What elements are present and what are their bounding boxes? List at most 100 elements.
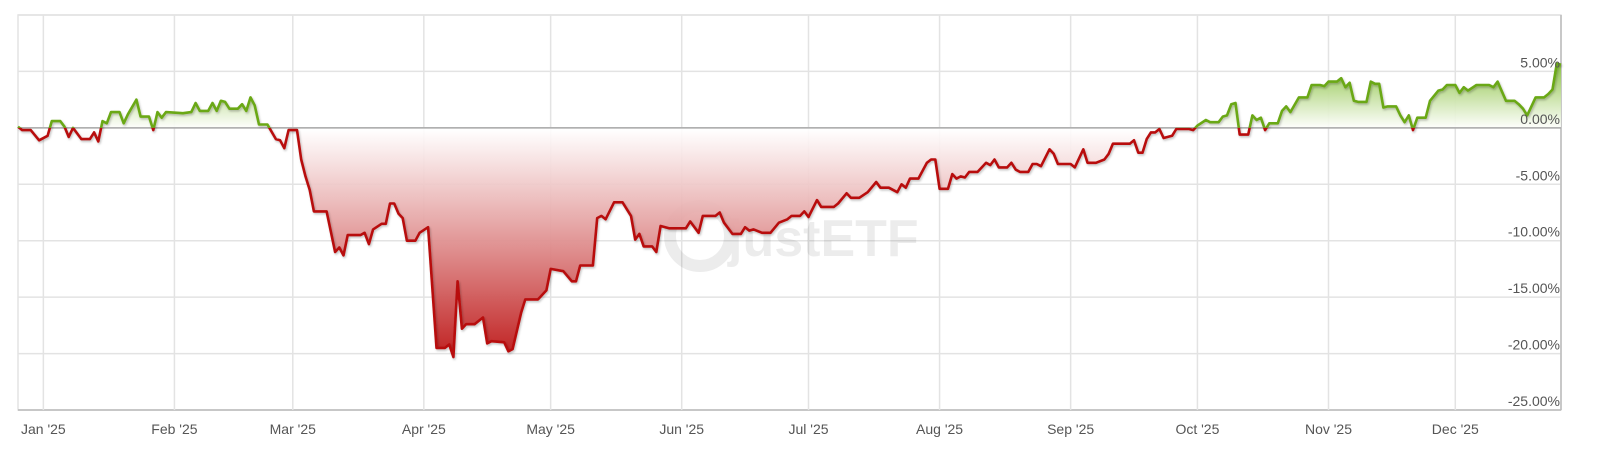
- data-point[interactable]: [117, 110, 122, 115]
- data-point[interactable]: [937, 186, 942, 191]
- data-point[interactable]: [218, 98, 223, 103]
- data-point[interactable]: [1229, 102, 1234, 107]
- data-point[interactable]: [1127, 141, 1132, 146]
- data-point[interactable]: [1495, 79, 1500, 84]
- data-point[interactable]: [831, 204, 836, 209]
- data-point[interactable]: [1246, 132, 1251, 137]
- data-point[interactable]: [485, 341, 490, 346]
- data-point[interactable]: [683, 226, 688, 231]
- data-point[interactable]: [404, 238, 409, 243]
- data-point[interactable]: [447, 342, 452, 347]
- data-point[interactable]: [295, 128, 300, 133]
- data-point[interactable]: [155, 110, 160, 115]
- data-point[interactable]: [1153, 130, 1158, 135]
- data-point[interactable]: [159, 115, 164, 120]
- data-point[interactable]: [1364, 99, 1369, 104]
- data-point[interactable]: [1195, 123, 1200, 128]
- data-point[interactable]: [1085, 160, 1090, 165]
- data-point[interactable]: [1051, 151, 1056, 156]
- data-point[interactable]: [1250, 113, 1255, 118]
- data-point[interactable]: [878, 185, 883, 190]
- data-point[interactable]: [443, 345, 448, 350]
- data-point[interactable]: [1284, 104, 1289, 109]
- data-point[interactable]: [933, 157, 938, 162]
- data-point[interactable]: [815, 198, 820, 203]
- data-point[interactable]: [1377, 81, 1382, 86]
- data-point[interactable]: [193, 101, 198, 106]
- data-point[interactable]: [383, 221, 388, 226]
- data-point[interactable]: [1216, 120, 1221, 125]
- data-point[interactable]: [1351, 98, 1356, 103]
- data-point[interactable]: [104, 121, 109, 126]
- data-point[interactable]: [366, 242, 371, 247]
- data-point[interactable]: [252, 103, 257, 108]
- data-point[interactable]: [1453, 83, 1458, 88]
- data-point[interactable]: [362, 230, 367, 235]
- data-point[interactable]: [1343, 85, 1348, 90]
- data-point[interactable]: [899, 182, 904, 187]
- data-point[interactable]: [865, 190, 870, 195]
- data-point[interactable]: [96, 139, 101, 144]
- data-point[interactable]: [286, 128, 291, 133]
- data-point[interactable]: [650, 244, 655, 249]
- data-point[interactable]: [751, 227, 756, 232]
- data-point[interactable]: [717, 210, 722, 215]
- data-point[interactable]: [311, 209, 316, 214]
- data-point[interactable]: [278, 138, 283, 143]
- data-point[interactable]: [1339, 76, 1344, 81]
- data-point[interactable]: [434, 345, 439, 350]
- data-point[interactable]: [590, 263, 595, 268]
- data-point[interactable]: [1161, 136, 1166, 141]
- data-point[interactable]: [1102, 157, 1107, 162]
- data-point[interactable]: [1457, 90, 1462, 95]
- data-point[interactable]: [464, 322, 469, 327]
- data-point[interactable]: [164, 110, 169, 115]
- data-point[interactable]: [903, 185, 908, 190]
- data-point[interactable]: [1381, 105, 1386, 110]
- data-point[interactable]: [58, 119, 63, 124]
- data-point[interactable]: [548, 266, 553, 271]
- data-point[interactable]: [798, 213, 803, 218]
- data-point[interactable]: [1516, 102, 1521, 107]
- data-point[interactable]: [1356, 99, 1361, 104]
- data-point[interactable]: [1288, 110, 1293, 115]
- data-point[interactable]: [489, 339, 494, 344]
- data-point[interactable]: [1415, 115, 1420, 120]
- data-point[interactable]: [37, 138, 42, 143]
- data-point[interactable]: [1398, 113, 1403, 118]
- data-point[interactable]: [371, 227, 376, 232]
- data-point[interactable]: [1220, 114, 1225, 119]
- data-point[interactable]: [1491, 85, 1496, 90]
- data-point[interactable]: [916, 176, 921, 181]
- data-point[interactable]: [620, 200, 625, 205]
- data-point[interactable]: [333, 250, 338, 255]
- data-point[interactable]: [1436, 88, 1441, 93]
- data-point[interactable]: [760, 230, 765, 235]
- data-point[interactable]: [459, 326, 464, 331]
- data-point[interactable]: [1546, 92, 1551, 97]
- data-point[interactable]: [967, 169, 972, 174]
- data-point[interactable]: [151, 128, 156, 133]
- data-point[interactable]: [1187, 127, 1192, 132]
- data-point[interactable]: [413, 238, 418, 243]
- data-point[interactable]: [426, 225, 431, 230]
- data-point[interactable]: [337, 245, 342, 250]
- data-point[interactable]: [451, 355, 456, 360]
- data-point[interactable]: [988, 163, 993, 168]
- data-point[interactable]: [324, 209, 329, 214]
- data-point[interactable]: [1440, 87, 1445, 92]
- data-point[interactable]: [417, 230, 422, 235]
- data-point[interactable]: [400, 216, 405, 221]
- data-point[interactable]: [1081, 147, 1086, 152]
- data-point[interactable]: [874, 180, 879, 185]
- data-point[interactable]: [519, 310, 524, 315]
- data-point[interactable]: [667, 226, 672, 231]
- data-point[interactable]: [1385, 104, 1390, 109]
- data-point[interactable]: [1318, 83, 1323, 88]
- data-point[interactable]: [1406, 113, 1411, 118]
- data-point[interactable]: [1423, 115, 1428, 120]
- data-point[interactable]: [637, 231, 642, 236]
- data-point[interactable]: [536, 297, 541, 302]
- data-point[interactable]: [836, 201, 841, 206]
- data-point[interactable]: [908, 176, 913, 181]
